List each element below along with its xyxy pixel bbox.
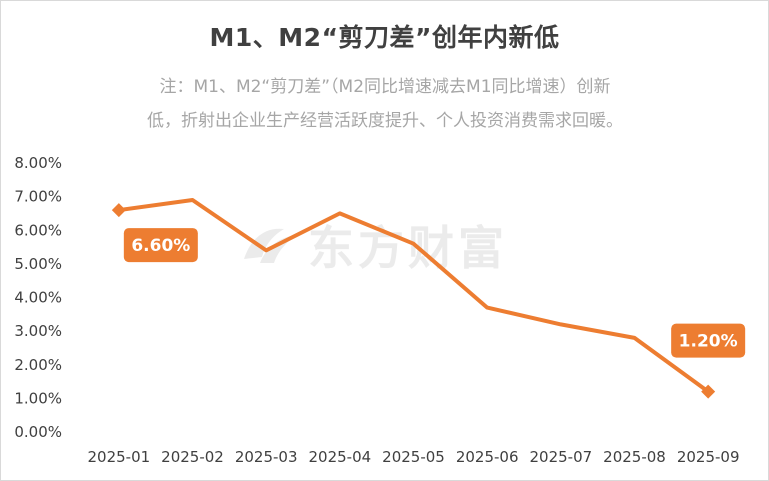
y-tick-label: 3.00% <box>14 322 62 340</box>
x-tick-label: 2025-09 <box>677 448 740 466</box>
data-label: 6.60% <box>131 236 190 256</box>
subtitle-line-1: 注：M1、M2“剪刀差”（M2同比增速减去M1同比增速）创新 <box>159 77 611 97</box>
data-labels-group: 6.60% 1.20% <box>123 228 746 358</box>
data-label-box <box>123 228 198 263</box>
x-tick-label: 2025-05 <box>382 448 445 466</box>
series-line <box>116 198 711 394</box>
x-tick-label: 2025-04 <box>308 448 371 466</box>
y-tick-label: 2.00% <box>14 356 62 374</box>
x-tick-label: 2025-01 <box>87 448 150 466</box>
x-tick-label: 2025-06 <box>456 448 519 466</box>
x-tick-label: 2025-02 <box>161 448 224 466</box>
y-tick-label: 7.00% <box>14 188 62 206</box>
watermark: 东方财富 <box>240 212 508 278</box>
x-tick-label: 2025-03 <box>235 448 298 466</box>
data-point-marker <box>701 384 716 399</box>
x-tick-label: 2025-08 <box>603 448 666 466</box>
y-tick-label: 8.00% <box>14 154 62 172</box>
watermark-text: 东方财富 <box>308 221 508 275</box>
chart-title: M1、M2“剪刀差”创年内新低 <box>209 23 560 52</box>
y-tick-label: 4.00% <box>14 289 62 307</box>
y-tick-label: 0.00% <box>14 423 62 441</box>
data-label: 1.20% <box>679 332 738 352</box>
data-point-marker <box>111 203 126 218</box>
x-tick-label: 2025-07 <box>529 448 592 466</box>
y-axis: 0.00% 1.00% 2.00% 3.00% 4.00% 5.00% 6.00% 7.00%… <box>14 154 62 441</box>
y-tick-label: 6.00% <box>14 221 62 239</box>
chart-subtitle: 注：M1、M2“剪刀差”（M2同比增速减去M1同比增速）创新 低，折射出企业生产… <box>60 70 710 138</box>
subtitle-line-2: 低，折射出企业生产经营活跃度提升、个人投资消费需求回暖。 <box>147 111 623 131</box>
series-group <box>111 198 716 399</box>
x-axis: 2025-01 2025-02 2025-03 2025-04 2025-05 2025-… <box>87 448 739 466</box>
data-label-box <box>671 323 746 358</box>
y-tick-label: 1.00% <box>14 389 62 407</box>
y-tick-label: 5.00% <box>14 255 62 273</box>
